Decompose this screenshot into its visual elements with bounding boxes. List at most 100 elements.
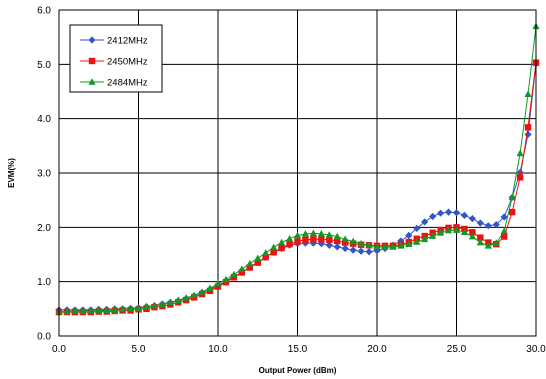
series-2484MHz: [55, 22, 540, 315]
legend-box: [69, 24, 163, 93]
data-point: [214, 280, 222, 287]
data-point: [508, 193, 516, 201]
data-point: [444, 226, 453, 234]
data-point: [95, 306, 103, 314]
data-point: [309, 239, 317, 247]
data-point: [71, 307, 79, 314]
data-point: [87, 307, 95, 314]
y-tick-label: 6.0: [37, 6, 51, 17]
data-point: [238, 265, 246, 272]
data-point: [476, 238, 484, 246]
data-point: [405, 240, 413, 247]
data-point: [302, 236, 309, 244]
data-point: [468, 232, 476, 240]
data-point: [429, 232, 437, 239]
y-tick-label: 5.0: [37, 60, 51, 71]
data-point: [357, 239, 365, 247]
data-point: [516, 174, 524, 181]
data-point: [190, 291, 198, 299]
data-point: [397, 237, 405, 245]
data-point: [413, 238, 421, 245]
data-point: [134, 304, 143, 312]
data-point: [238, 269, 246, 276]
y-tick-label: 2.0: [37, 223, 51, 234]
data-point: [278, 244, 285, 252]
data-point: [301, 230, 310, 237]
y-tick-label: 3.0: [37, 169, 51, 180]
data-point: [158, 300, 166, 308]
x-tick-label: 0.0: [52, 344, 66, 355]
data-point: [262, 249, 270, 256]
data-point: [437, 209, 445, 217]
data-point: [452, 209, 461, 217]
y-tick-label: 4.0: [37, 114, 51, 125]
data-point: [484, 242, 492, 249]
data-point: [270, 249, 277, 256]
data-point: [317, 240, 325, 248]
legend-label: 2484MHz: [107, 78, 148, 89]
data-point: [341, 235, 349, 243]
data-point: [246, 259, 254, 267]
data-point: [293, 231, 302, 239]
x-axis-title: Output Power (dBm): [259, 366, 337, 375]
plot-area-border: [58, 9, 537, 337]
data-point: [142, 303, 151, 311]
data-point: [206, 284, 214, 291]
data-series: [55, 22, 540, 316]
data-point: [524, 124, 532, 131]
data-point: [460, 211, 469, 219]
data-point: [119, 305, 127, 313]
data-point: [452, 226, 461, 233]
data-point: [278, 238, 286, 246]
data-point: [63, 307, 71, 315]
data-point: [222, 275, 230, 283]
data-point: [413, 224, 421, 233]
data-point: [326, 236, 333, 244]
data-point: [310, 236, 317, 243]
data-point: [500, 213, 508, 221]
data-point: [444, 208, 453, 216]
legend-marker: [88, 57, 96, 65]
data-point: [365, 241, 373, 249]
data-point: [79, 307, 87, 314]
x-tick-label: 10.0: [208, 344, 228, 355]
data-point: [342, 239, 349, 246]
data-point: [421, 235, 429, 243]
data-point: [437, 228, 445, 236]
data-point: [341, 244, 349, 253]
data-point: [325, 241, 333, 249]
data-point: [524, 90, 532, 98]
data-point: [508, 208, 516, 216]
data-point: [182, 294, 190, 301]
tick-labels: 0.0 5.0 10.0 15.0 20.0 25.0 30.0 0.0 1.0 2.0 3.0 4.…: [37, 6, 546, 356]
data-point: [460, 228, 469, 236]
y-axis-title: EVM(%): [7, 158, 16, 188]
data-point: [421, 218, 429, 226]
y-tick-label: 0.0: [37, 332, 51, 343]
data-point: [309, 229, 317, 237]
data-point: [381, 243, 389, 250]
data-point: [254, 254, 262, 262]
data-point: [468, 215, 476, 223]
data-point: [111, 306, 119, 313]
data-point: [389, 243, 397, 250]
data-point: [524, 130, 532, 139]
x-tick-label: 15.0: [288, 344, 308, 355]
data-point: [500, 227, 508, 234]
legend-marker: [88, 36, 96, 44]
data-point: [333, 232, 341, 240]
data-point: [492, 239, 500, 246]
data-point: [286, 240, 293, 248]
data-point: [246, 264, 253, 271]
data-point: [103, 306, 111, 314]
legend-label: 2450MHz: [107, 57, 148, 68]
data-point: [325, 231, 333, 238]
legend-marker: [88, 78, 96, 85]
data-point: [166, 298, 174, 306]
data-point: [405, 231, 413, 240]
data-point: [198, 288, 206, 295]
data-point: [262, 254, 269, 261]
data-point: [230, 270, 238, 278]
data-point: [333, 243, 341, 251]
